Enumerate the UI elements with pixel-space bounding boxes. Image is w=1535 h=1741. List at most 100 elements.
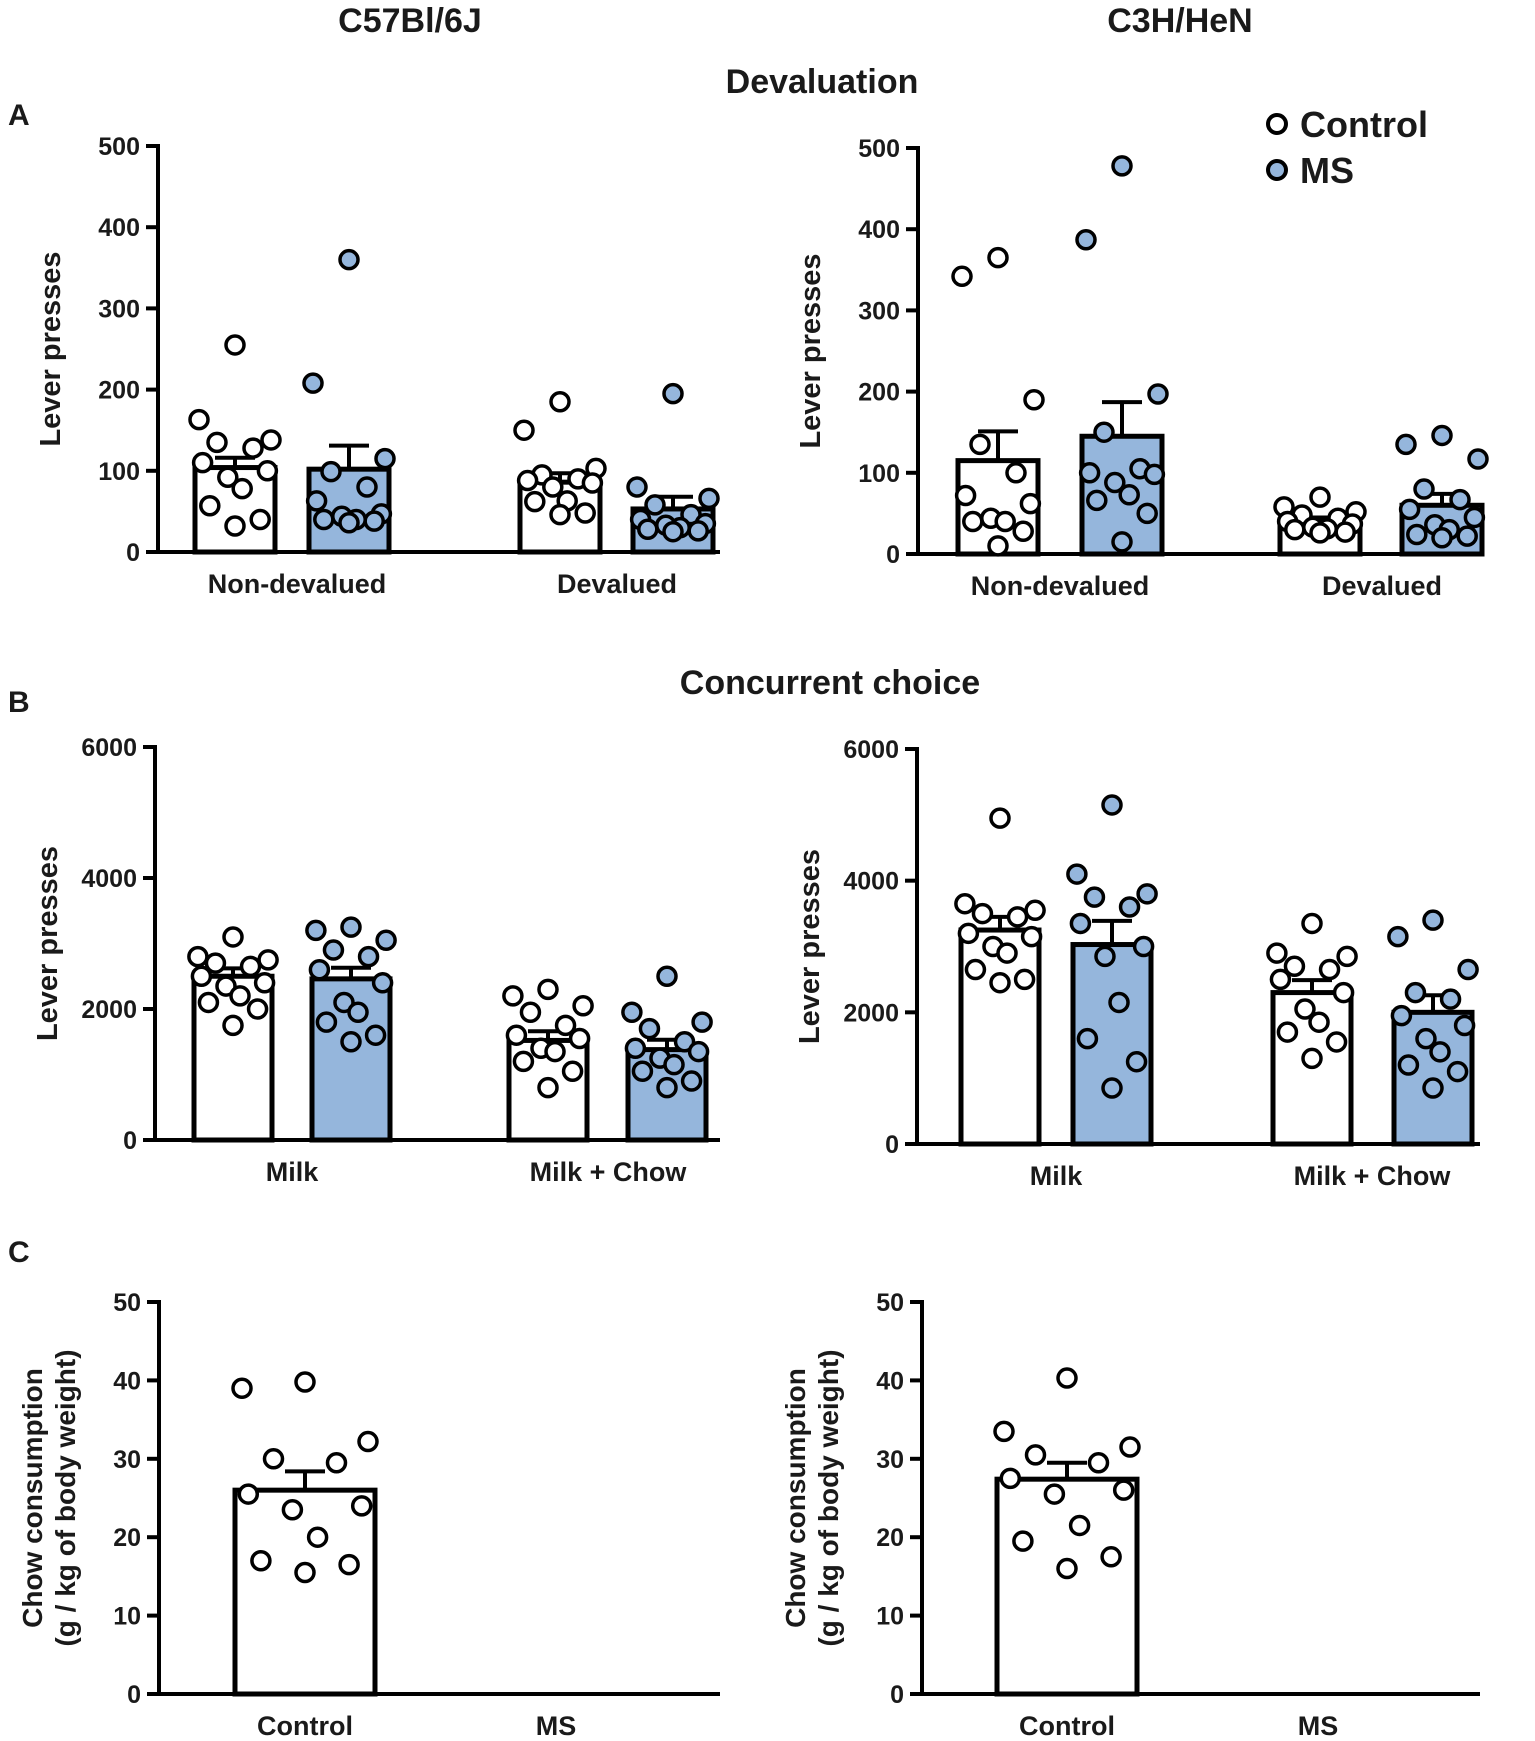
x-tick-label: Milk + Chow [1294, 1161, 1452, 1191]
data-point-control [987, 535, 1009, 557]
data-point-control [519, 1001, 542, 1024]
y-tick-label: 50 [113, 1289, 141, 1317]
data-point-control [190, 965, 213, 987]
chart-b-left: 0 2000 4000 6000 Lever presses Milk Milk + Cho… [32, 734, 720, 1187]
data-point-control [1056, 1557, 1078, 1580]
data-point-control [257, 949, 279, 971]
y-tick-label: 500 [858, 135, 900, 163]
data-point-ms [1136, 883, 1158, 905]
data-point-ms [363, 510, 385, 532]
y-tick-label: 6000 [843, 736, 899, 764]
data-point-ms [1449, 488, 1471, 511]
y-tick-label: 200 [98, 377, 140, 405]
data-point-control [954, 484, 977, 507]
data-point-control [338, 1553, 360, 1576]
y-tick-label: 4000 [81, 865, 137, 893]
data-point-control [502, 985, 524, 1007]
data-point-ms [1075, 229, 1097, 251]
data-point-ms [1101, 1077, 1123, 1099]
data-point-control [260, 429, 282, 451]
data-point-ms [698, 487, 720, 510]
y-tick-label: 6000 [81, 734, 137, 762]
y-axis-label: Lever presses [32, 846, 64, 1041]
data-point-control [281, 1499, 304, 1521]
data-point-control [572, 994, 594, 1017]
data-point-ms [1404, 981, 1427, 1004]
data-point-control [249, 508, 271, 531]
y-tick-label: 0 [885, 1131, 899, 1159]
data-point-control [544, 1040, 566, 1063]
data-point-ms [1111, 155, 1133, 177]
data-point-control [1024, 899, 1046, 922]
y-tick-label: 100 [858, 460, 900, 488]
data-point-control [1012, 1530, 1034, 1552]
row-title-concurrent-choice: Concurrent choice [680, 664, 980, 702]
data-point-ms [338, 512, 360, 534]
data-point-ms [305, 919, 327, 942]
data-point-control [549, 503, 571, 526]
data-point-control [246, 998, 269, 1020]
data-point-control [1318, 958, 1341, 981]
data-point-ms [1132, 935, 1155, 958]
data-point-control [199, 494, 221, 517]
legend-marker-control [1266, 113, 1288, 135]
data-point-control [325, 1451, 348, 1474]
data-point-ms [1422, 1077, 1444, 1099]
data-point-control [574, 502, 596, 524]
data-point-ms [631, 1060, 654, 1082]
x-tick-label: Control [257, 1711, 353, 1741]
data-point-ms [308, 958, 331, 981]
data-point-control [1325, 1031, 1348, 1053]
data-point-control [1309, 522, 1331, 544]
data-point-ms [1453, 1014, 1476, 1037]
data-point-ms [637, 518, 659, 541]
data-point-ms [1429, 1041, 1451, 1063]
data-point-control [224, 515, 246, 537]
data-point-ms [1069, 912, 1092, 935]
data-point-ms [371, 972, 394, 994]
data-point-ms [1083, 886, 1106, 908]
data-point-control [1276, 1021, 1299, 1043]
panel-letter-b: B [8, 686, 30, 719]
data-point-control [1119, 1436, 1141, 1458]
data-point-control [217, 466, 239, 489]
data-point-control [1301, 912, 1323, 935]
y-axis-label-secondary: (g / kg of body weight) [813, 1349, 844, 1646]
legend-label-control: Control [1300, 104, 1428, 145]
y-tick-label: 100 [98, 458, 140, 486]
data-point-control [1056, 1367, 1078, 1389]
data-point-ms [340, 916, 362, 938]
chart-c-right: 0 10 20 30 40 50 Chow consumption (g / kg of bo… [780, 1289, 1480, 1741]
data-point-control [1019, 492, 1042, 515]
data-point-control [294, 1371, 316, 1393]
data-point-ms [1457, 958, 1479, 981]
data-point-control [239, 955, 262, 978]
legend-marker-ms [1266, 159, 1288, 181]
data-point-ms [1413, 478, 1435, 500]
data-point-control [204, 952, 227, 974]
data-point-control [537, 1076, 559, 1099]
data-point-ms [305, 490, 328, 512]
data-point-control [542, 476, 564, 498]
data-point-ms [1398, 498, 1421, 521]
column-title-right: C3H/HeN [1107, 2, 1252, 40]
data-point-control [1023, 388, 1045, 411]
data-point-ms [1125, 1050, 1148, 1073]
bar-control [994, 1476, 1140, 1697]
data-point-ms [621, 1001, 643, 1024]
y-tick-label: 40 [876, 1367, 904, 1395]
data-point-control [1301, 1047, 1323, 1070]
data-point-control [987, 246, 1009, 269]
data-point-control [1005, 462, 1027, 484]
panel-letter-c: C [8, 1236, 30, 1269]
data-point-control [294, 1561, 316, 1584]
data-point-control [1283, 955, 1306, 977]
y-tick-label: 40 [113, 1367, 141, 1395]
data-point-ms [1397, 1054, 1420, 1076]
data-point-control [222, 926, 244, 948]
data-point-control [568, 1027, 591, 1050]
data-point-control [1334, 521, 1356, 543]
data-point-control [989, 807, 1011, 829]
